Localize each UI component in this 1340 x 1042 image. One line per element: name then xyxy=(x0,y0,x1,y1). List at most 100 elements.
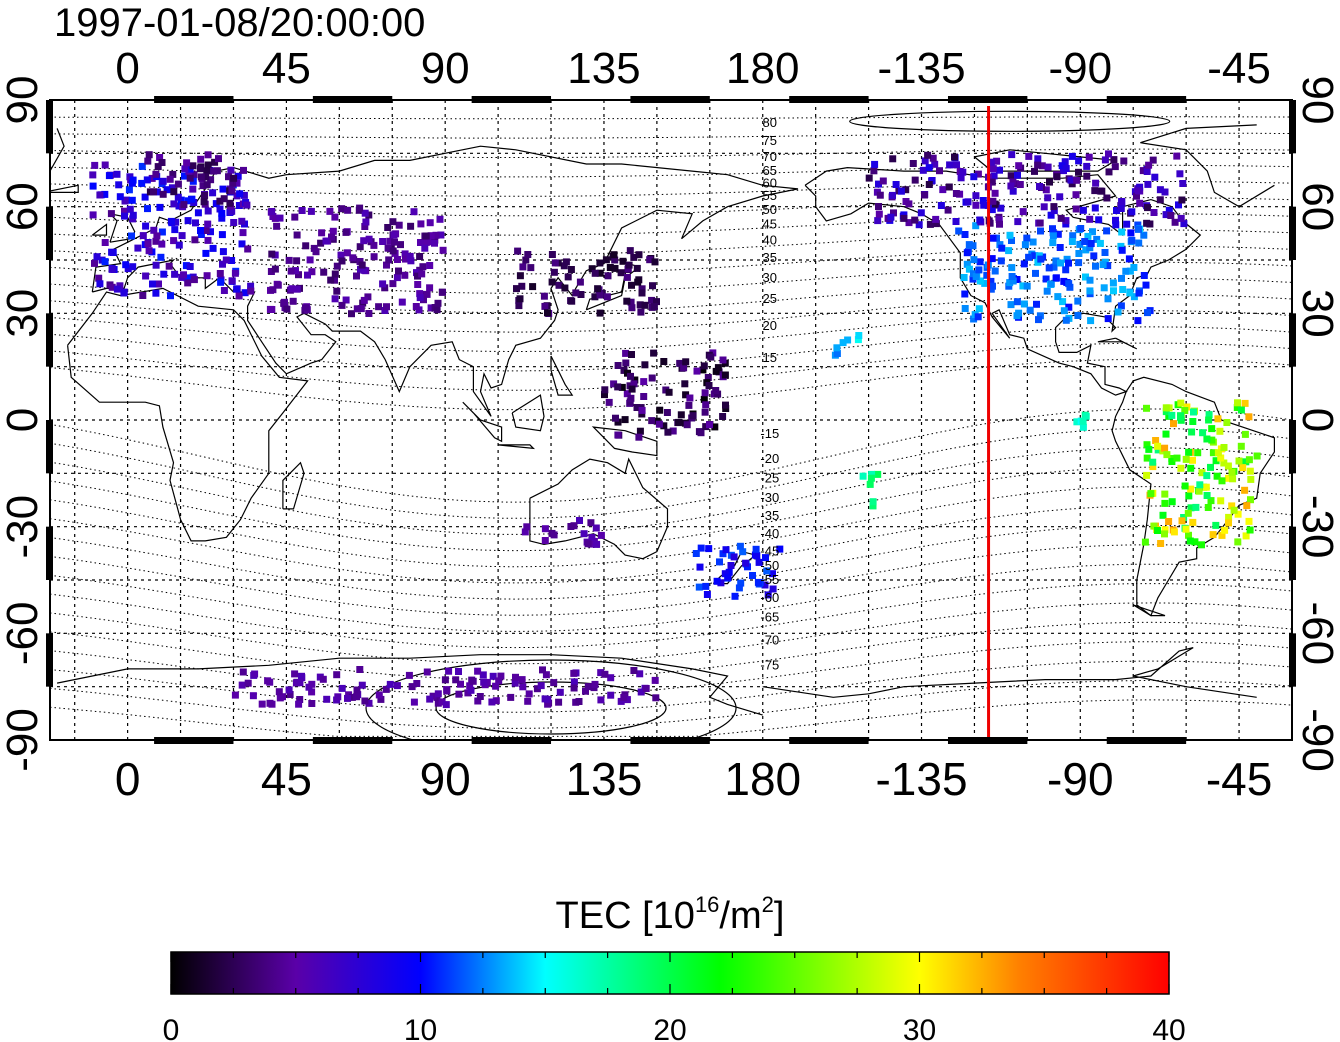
tec-cell xyxy=(327,276,335,284)
tec-cell xyxy=(1013,276,1021,283)
tec-cell xyxy=(381,284,389,292)
tec-cell xyxy=(308,688,316,696)
tec-cell xyxy=(129,215,137,223)
mag-lat-label: 20 xyxy=(763,318,777,333)
tec-cell xyxy=(382,685,390,693)
tec-cell xyxy=(854,336,862,344)
tec-cell xyxy=(1044,163,1052,171)
right-lat-label: -30 xyxy=(1293,495,1340,559)
tec-cell xyxy=(739,548,747,556)
tec-cell xyxy=(157,253,165,261)
tec-cell xyxy=(1066,283,1074,291)
tec-cell xyxy=(1213,472,1221,480)
tec-cell xyxy=(1128,236,1136,244)
tec-cell xyxy=(917,209,925,217)
south-pole-contour-outer xyxy=(365,659,737,740)
tec-cell xyxy=(722,546,730,554)
mag-lat-label: -50 xyxy=(760,558,779,573)
tec-cell xyxy=(623,273,631,281)
tec-cell xyxy=(1139,167,1147,175)
bottom-lon-label: 45 xyxy=(261,753,312,805)
tec-cell xyxy=(1192,503,1200,511)
tec-cell xyxy=(996,241,1004,249)
tec-cell xyxy=(572,289,580,297)
tec-cell xyxy=(614,418,622,426)
tec-cell xyxy=(1144,309,1151,317)
coastline xyxy=(91,145,799,417)
tec-cell xyxy=(1091,204,1099,212)
tec-cell xyxy=(588,265,596,273)
tec-cell xyxy=(353,686,361,694)
tec-cell xyxy=(298,207,306,214)
tec-cell xyxy=(1125,255,1133,263)
tec-cell xyxy=(1019,208,1027,216)
tec-cell xyxy=(682,358,690,366)
tec-cell xyxy=(915,221,923,229)
tec-cell xyxy=(1037,227,1044,235)
tec-cell xyxy=(377,695,385,703)
tec-cell xyxy=(727,562,735,569)
tec-cell xyxy=(1186,537,1194,545)
tec-cell xyxy=(970,256,978,264)
tec-cell xyxy=(1241,486,1249,494)
tec-cell xyxy=(1058,162,1066,170)
tec-cell xyxy=(230,174,238,182)
tec-cell xyxy=(1019,282,1027,290)
mag-lat-label: 35 xyxy=(763,250,777,265)
tec-cell xyxy=(1015,162,1023,170)
tec-cell xyxy=(637,308,645,316)
tec-cell xyxy=(283,305,291,313)
tec-cell xyxy=(556,688,564,696)
tec-cell xyxy=(689,412,697,420)
tec-cell xyxy=(1110,156,1118,164)
mag-contour xyxy=(50,641,1292,697)
tec-cell xyxy=(1112,216,1119,224)
tec-cell xyxy=(606,264,614,271)
tec-cell xyxy=(1143,404,1150,412)
tec-cell xyxy=(567,523,575,530)
tec-cell xyxy=(981,279,989,287)
tec-cell xyxy=(550,531,558,539)
tec-cell xyxy=(204,220,212,228)
tec-cell xyxy=(1242,532,1250,540)
tec-cell xyxy=(443,687,451,695)
tec-cell xyxy=(1134,317,1142,325)
mag-lat-label: 50 xyxy=(763,202,777,217)
tec-data-cells xyxy=(89,150,1261,709)
tec-cell xyxy=(548,251,556,258)
tec-cell xyxy=(925,181,933,188)
tec-cell xyxy=(410,208,418,216)
tec-cell xyxy=(640,378,648,386)
colorbar-title: TEC [1016/m2] xyxy=(556,892,785,937)
tec-cell xyxy=(244,245,252,253)
tec-cell xyxy=(1031,252,1039,260)
tec-cell xyxy=(319,675,327,683)
tec-cell xyxy=(129,211,137,219)
tec-cell xyxy=(434,699,442,707)
mag-contour xyxy=(50,277,1292,314)
tec-cell xyxy=(1060,277,1068,285)
tec-cell xyxy=(105,172,113,180)
tec-cell xyxy=(614,383,622,391)
tec-cell xyxy=(638,285,646,293)
tec-cell xyxy=(587,519,595,527)
tec-cell xyxy=(108,265,116,273)
mag-lat-label: 55 xyxy=(763,188,777,203)
tec-cell xyxy=(455,668,462,675)
tec-cell xyxy=(961,305,969,312)
tec-cell xyxy=(1246,526,1254,534)
tec-cell xyxy=(706,421,713,429)
tec-cell xyxy=(1062,165,1070,172)
mag-lat-label: -35 xyxy=(760,508,779,523)
mag-lat-label: -15 xyxy=(760,426,779,441)
tec-cell xyxy=(134,244,142,252)
tec-cell xyxy=(343,249,351,257)
top-scale-segment xyxy=(630,96,710,103)
tec-cell xyxy=(1237,442,1245,450)
coastline xyxy=(91,223,108,236)
tec-cell xyxy=(141,193,149,201)
tec-cell xyxy=(124,265,132,273)
tec-cell xyxy=(664,428,672,436)
tec-cell xyxy=(1053,173,1061,181)
tec-cell xyxy=(189,185,197,193)
